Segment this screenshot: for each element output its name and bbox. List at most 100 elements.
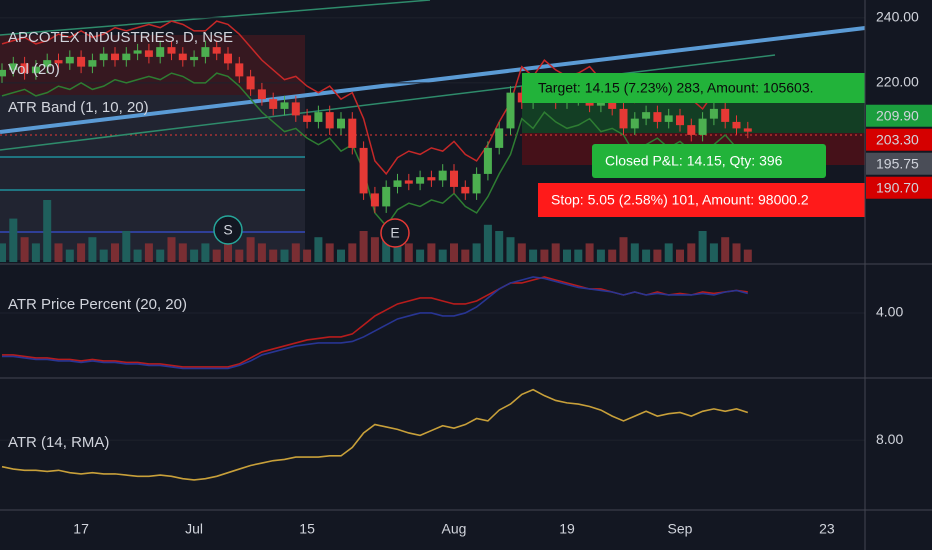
volume-bar	[246, 237, 255, 262]
volume-bar	[483, 224, 492, 262]
volume-bar	[314, 237, 323, 262]
candle-body	[472, 173, 481, 194]
marker-label: S	[223, 222, 232, 238]
volume-bar	[111, 243, 119, 262]
trend-line	[0, 54, 776, 151]
candle-body	[122, 53, 131, 61]
volume-bar	[303, 249, 312, 262]
volume-bar	[337, 249, 345, 262]
volume-bar	[653, 249, 662, 262]
volume-bar	[65, 249, 74, 262]
volume-bar	[201, 243, 210, 262]
volume-bar	[133, 249, 142, 262]
candle-body	[608, 102, 617, 109]
volume-bar	[88, 237, 97, 262]
volume-bar	[517, 243, 526, 262]
volume-bar	[687, 243, 696, 262]
candle-body	[246, 76, 255, 90]
candle-body	[359, 147, 368, 194]
candle-body	[619, 108, 628, 129]
volume-bar	[427, 243, 436, 262]
volume-bar	[450, 243, 458, 262]
candle-body	[709, 108, 718, 119]
volume-bar	[664, 243, 673, 262]
candle-body	[190, 56, 199, 61]
price-label-box	[866, 152, 932, 175]
candle-body	[495, 128, 504, 148]
indicator-line	[2, 276, 749, 370]
candle-body	[212, 47, 221, 54]
volume-bar	[732, 243, 741, 262]
volume-bar	[325, 243, 334, 262]
candle-body	[201, 47, 210, 57]
price-label-box	[866, 104, 932, 127]
candle-body	[156, 47, 165, 57]
pane-title: ATR Price Percent (20, 20)	[8, 296, 187, 313]
candle-body	[88, 60, 97, 67]
candle-body	[167, 47, 176, 54]
volume-bar	[144, 243, 153, 262]
volume-bar	[551, 243, 560, 262]
candle-body	[9, 63, 18, 70]
volume-bar	[630, 243, 639, 262]
candle-body	[31, 66, 40, 74]
marker-label: E	[390, 225, 399, 241]
candle-body	[450, 170, 458, 187]
volume-bar	[224, 243, 232, 262]
candle-body	[257, 89, 266, 100]
x-tick-label: Sep	[668, 521, 693, 537]
marker	[380, 218, 410, 248]
x-tick-label: 15	[299, 521, 315, 537]
candle-body	[269, 99, 278, 109]
candle-body	[291, 102, 300, 116]
candle-body	[393, 180, 402, 187]
volume-bar	[269, 249, 278, 262]
volume-bar	[0, 243, 6, 262]
x-tick-label: 23	[819, 521, 835, 537]
candle-body	[721, 108, 730, 122]
volume-bar	[167, 237, 176, 262]
candle-body	[65, 56, 74, 64]
volume-bar	[506, 237, 515, 262]
candle-body	[235, 63, 244, 77]
volume-bar	[596, 249, 605, 262]
y-tick-label: 4.00	[876, 304, 903, 320]
volume-bar	[348, 243, 357, 262]
volume-bar	[99, 249, 108, 262]
volume-bar	[438, 249, 447, 262]
x-tick-label: 17	[73, 521, 89, 537]
candle-body	[483, 147, 492, 174]
candle-body	[348, 118, 357, 148]
price-label: 190.70	[876, 179, 919, 195]
stop-label: Stop: 5.05 (2.58%) 101, Amount: 98000.2	[551, 192, 809, 208]
volume-bar	[235, 249, 244, 262]
candle-body	[54, 60, 63, 64]
pnl-box	[592, 144, 826, 178]
price-label: 203.30	[876, 131, 919, 147]
candle-body	[461, 186, 470, 194]
x-tick-label: Jul	[185, 521, 203, 537]
candle-body	[325, 112, 334, 129]
y-tick-label: 220.00	[876, 74, 919, 90]
candle-body	[111, 53, 119, 61]
indicator-label: ATR Band (1, 10, 20)	[8, 99, 149, 116]
volume-bar	[212, 249, 221, 262]
x-tick-label: Aug	[442, 521, 467, 537]
candle-body	[178, 53, 187, 61]
volume-bar	[676, 249, 684, 262]
trend-line	[0, 26, 866, 134]
volume-bar	[359, 231, 368, 262]
candle-body	[698, 118, 707, 135]
candle-body	[732, 121, 741, 129]
candle-body	[337, 118, 345, 129]
candle-body	[506, 92, 515, 129]
target-box	[522, 73, 865, 103]
candle-body	[314, 112, 323, 122]
volume-bar	[495, 231, 504, 262]
price-label-box	[866, 176, 932, 199]
candle-body	[382, 186, 391, 207]
candle-body	[43, 60, 52, 67]
volume-bar	[709, 243, 718, 262]
